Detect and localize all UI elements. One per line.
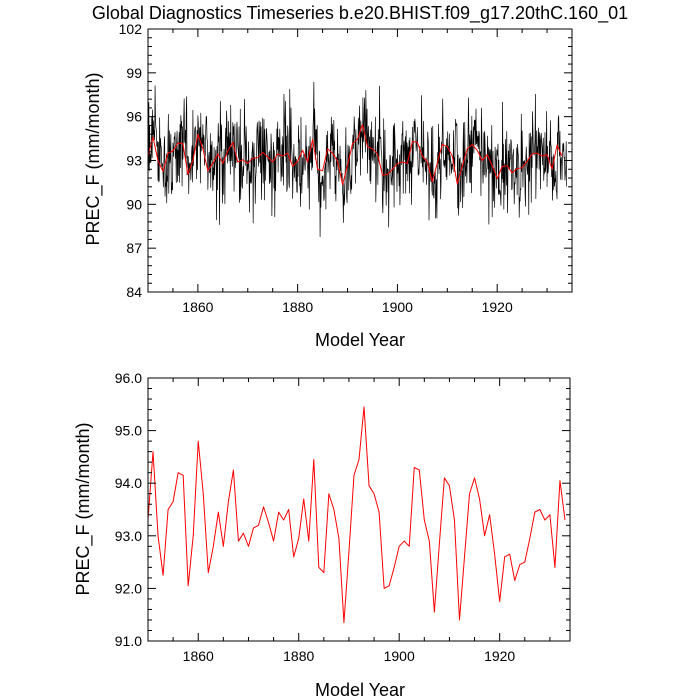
top-y-axis-label: PREC_F (mm/month) <box>83 72 104 245</box>
y-tick-label: 99 <box>126 65 142 81</box>
x-tick-label: 1920 <box>484 648 515 664</box>
bottom-y-axis-label: PREC_F (mm/month) <box>73 422 94 595</box>
y-tick-label: 92.0 <box>115 580 142 596</box>
annual-mean-series-line <box>147 406 566 624</box>
x-tick-label: 1880 <box>282 299 313 315</box>
bottom-x-axis-label: Model Year <box>315 680 405 700</box>
x-tick-label: 1900 <box>384 648 415 664</box>
y-tick-label: 95.0 <box>115 423 142 439</box>
y-tick-label: 90 <box>126 196 142 212</box>
y-tick-label: 93 <box>126 153 142 169</box>
x-tick-label: 1860 <box>183 648 214 664</box>
x-tick-label: 1920 <box>482 299 513 315</box>
top-x-axis-label: Model Year <box>315 330 405 350</box>
x-tick-label: 1880 <box>283 648 314 664</box>
x-tick-label: 1860 <box>182 299 213 315</box>
y-tick-label: 93.0 <box>115 528 142 544</box>
monthly-timeseries-panel: Model Year PREC_F (mm/month) 1860 1880 190… <box>83 21 573 350</box>
y-tick-label: 96.0 <box>115 370 142 386</box>
y-tick-label: 87 <box>126 240 142 256</box>
y-tick-label: 96 <box>126 109 142 125</box>
figure-title: Global Diagnostics Timeseries b.e20.BHIS… <box>92 3 628 24</box>
plot-frame <box>147 377 571 642</box>
y-tick-label: 84 <box>126 284 142 300</box>
monthly-series-line <box>147 81 567 238</box>
y-tick-label: 94.0 <box>115 475 142 491</box>
annual-mean-series-line <box>147 124 563 186</box>
y-tick-label: 102 <box>119 21 143 37</box>
annual-mean-panel: Model Year PREC_F (mm/month) 1860 1880 190… <box>73 370 571 700</box>
x-tick-label: 1900 <box>382 299 413 315</box>
y-tick-label: 91.0 <box>115 633 142 649</box>
